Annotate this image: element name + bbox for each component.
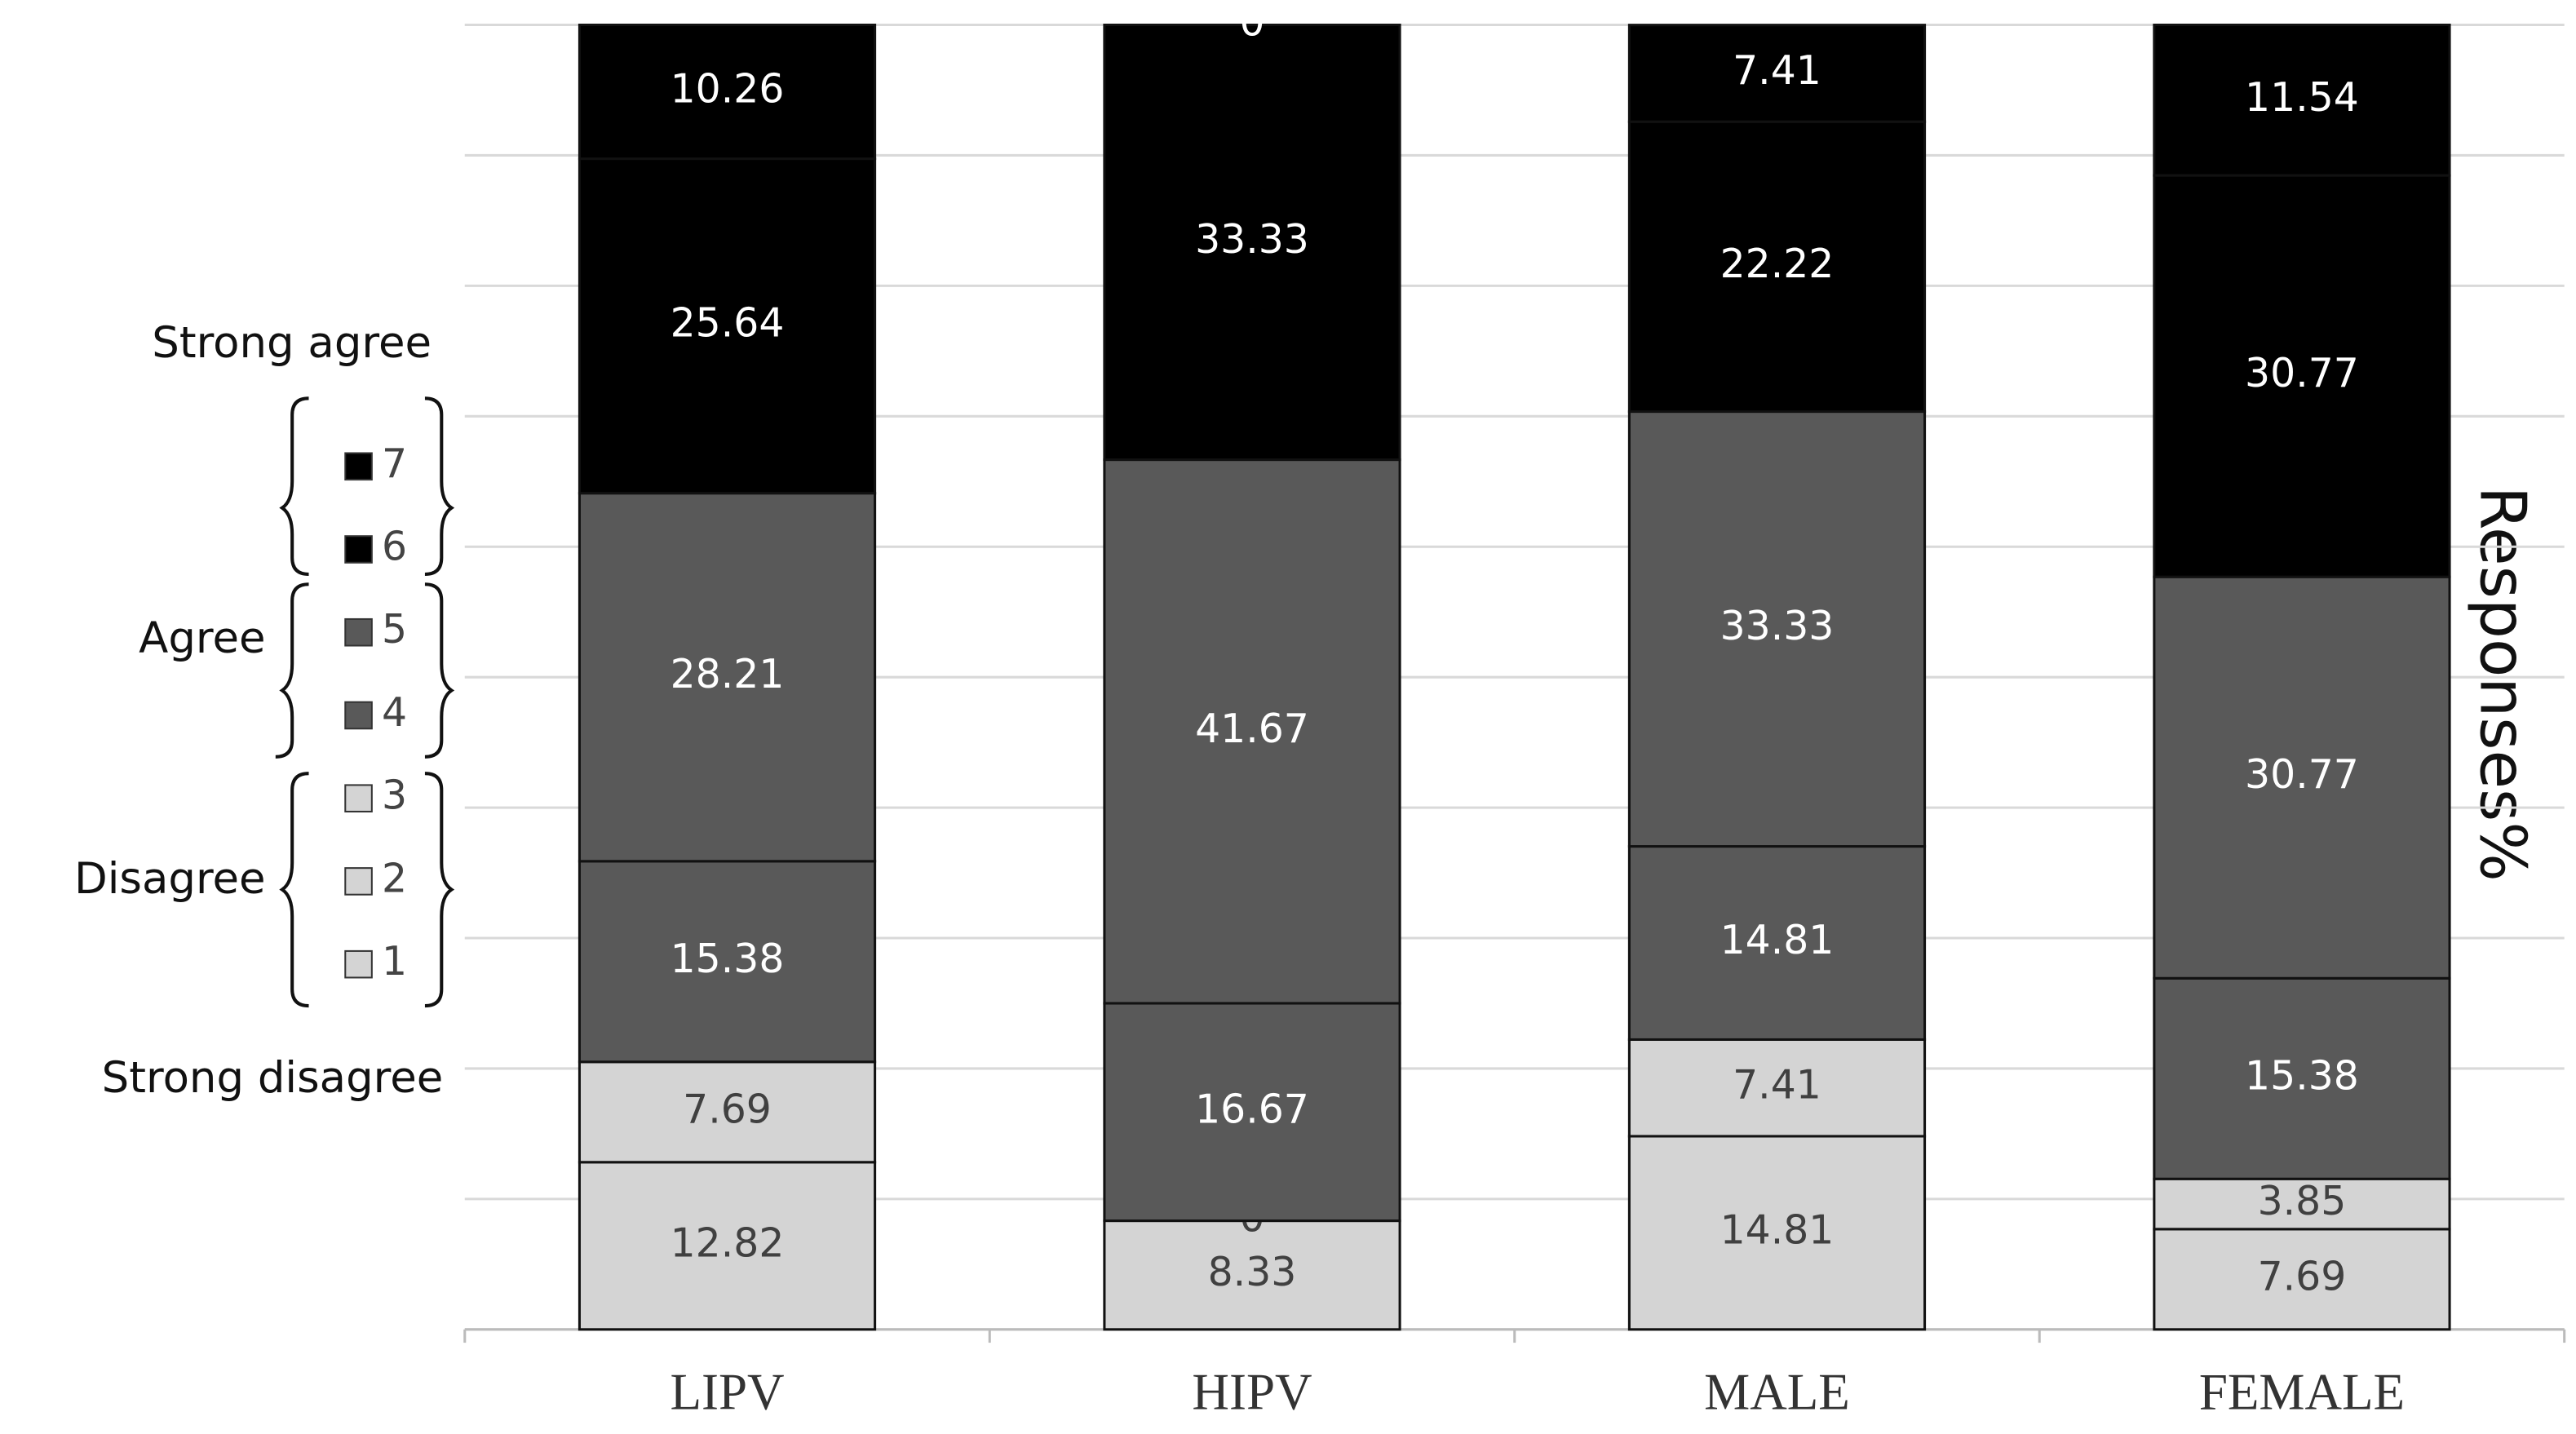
value-label: 7.41	[1733, 1062, 1821, 1109]
bar-segment	[1627, 845, 1927, 1041]
value-label: 30.77	[2245, 751, 2359, 798]
x-tick-label: HIPV	[1192, 1364, 1312, 1421]
legend-label: 1	[382, 938, 407, 985]
value-label: 14.81	[1720, 1206, 1835, 1253]
bar-segment	[1627, 1135, 1927, 1331]
value-label: 33.33	[1195, 216, 1309, 263]
value-label: 0	[1239, 0, 1264, 46]
x-tick-label: FEMALE	[2199, 1364, 2405, 1421]
legend-swatch	[344, 949, 373, 979]
value-label: 16.67	[1195, 1086, 1309, 1132]
bar-segment	[578, 860, 877, 1064]
x-tick-label: LIPV	[670, 1364, 784, 1421]
legend-swatch	[344, 867, 373, 896]
x-tick-label: MALE	[1704, 1364, 1850, 1421]
bar-segment	[1627, 24, 1927, 123]
legend-label: 2	[382, 855, 407, 901]
legend-swatch	[344, 784, 373, 812]
legend-group: Agree	[139, 613, 265, 663]
value-label: 11.54	[2245, 74, 2359, 121]
legend-swatch	[344, 535, 373, 564]
legend-label: 3	[382, 772, 407, 819]
bar-segment	[1627, 410, 1927, 848]
value-label: 41.67	[1195, 706, 1309, 752]
legend-swatch	[344, 452, 373, 481]
value-label: 7.69	[683, 1086, 772, 1132]
value-label: 8.33	[1208, 1249, 1297, 1295]
bar-segment	[1103, 23, 1401, 462]
legend-label: 5	[382, 606, 407, 653]
value-label: 28.21	[671, 651, 785, 697]
bar-segment	[2153, 174, 2451, 578]
value-label: 7.41	[1733, 47, 1821, 94]
bar-segment	[2153, 575, 2451, 980]
legend-group: Disagree	[74, 854, 266, 904]
legend-label: 4	[382, 689, 407, 736]
bar-segment	[578, 23, 877, 161]
value-label: 25.64	[671, 300, 785, 347]
legend-swatch	[344, 701, 373, 730]
value-label: 10.26	[671, 66, 785, 113]
bar-segment	[578, 1060, 877, 1164]
value-label: 33.33	[1720, 603, 1835, 649]
legend-braces	[275, 396, 455, 1008]
bar-segment	[578, 1161, 877, 1331]
value-label: 15.38	[2245, 1052, 2359, 1099]
value-label: 30.77	[2245, 350, 2359, 396]
bar-segment	[2153, 1177, 2451, 1231]
legend-group: Strong agree	[152, 318, 432, 368]
bar-segment	[1627, 120, 1927, 414]
value-label: 3.85	[2258, 1178, 2347, 1224]
value-label: 14.81	[1720, 917, 1835, 963]
bar-segment	[1103, 458, 1401, 1005]
bar-segment	[578, 157, 877, 495]
value-label: 15.38	[671, 936, 785, 982]
value-label: 12.82	[671, 1219, 785, 1266]
legend-swatch	[344, 617, 373, 647]
legend-group: Strong disagree	[102, 1053, 444, 1103]
bar-segment	[1103, 1219, 1401, 1331]
legend-label: 6	[382, 523, 407, 569]
value-label: 7.69	[2258, 1253, 2347, 1299]
bar-segment	[1627, 1038, 1927, 1138]
y-axis-title: Responses%	[2465, 486, 2538, 882]
legend-label: 7	[382, 440, 407, 487]
bar-segment	[578, 492, 877, 863]
value-label: 22.22	[1720, 241, 1835, 287]
bar-segment	[2153, 23, 2451, 177]
bar-segment	[2153, 976, 2451, 1180]
bar-segment	[2153, 1228, 2451, 1331]
